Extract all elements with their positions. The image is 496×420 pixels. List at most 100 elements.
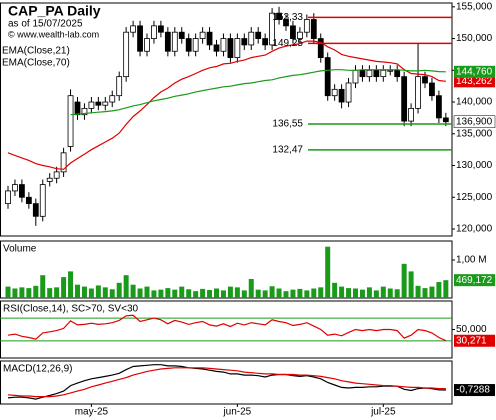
candle-body <box>310 19 317 39</box>
volume-bar <box>353 288 358 298</box>
value-tag <box>453 115 496 128</box>
volume-bar <box>95 285 101 298</box>
value-tag <box>454 274 495 287</box>
y-tick-label: 155,000 <box>456 1 493 12</box>
candle-body <box>290 25 296 39</box>
series-line <box>7 314 447 342</box>
volume-bar <box>61 277 67 298</box>
level-label: 153,33 <box>272 12 303 23</box>
candle-body <box>303 19 310 33</box>
candle-body <box>67 95 74 147</box>
candle-body <box>345 82 352 103</box>
volume-bar <box>408 271 414 298</box>
volume-bar <box>220 290 226 298</box>
volume-bar <box>144 286 150 298</box>
volume-bar <box>123 275 129 298</box>
volume-bar <box>429 286 435 298</box>
candle-body <box>269 12 276 46</box>
volume-bar <box>75 284 80 298</box>
candle-body <box>262 38 269 46</box>
candle-body <box>12 184 18 192</box>
volume-bar <box>186 289 192 298</box>
volume-bar <box>366 287 372 298</box>
y-tick-label: 1,00 M <box>456 255 487 266</box>
series-line <box>7 40 446 170</box>
value-tag-label: 30,271 <box>456 335 487 346</box>
candle-body <box>157 25 164 33</box>
candle-body <box>331 88 338 97</box>
series-line <box>70 69 446 116</box>
candle-body <box>206 31 213 46</box>
candle-body <box>95 101 102 106</box>
value-tag-label: -0,7288 <box>456 385 490 396</box>
volume-bar <box>33 285 39 298</box>
level-label: 132,47 <box>272 144 303 155</box>
volume-bar <box>116 282 122 298</box>
candle-body <box>435 95 442 119</box>
volume-bar <box>88 288 94 298</box>
volume-bar <box>339 286 345 298</box>
volume-bar <box>290 289 296 298</box>
candle-body <box>171 31 178 52</box>
value-tag-label: 143,262 <box>456 76 493 87</box>
y-tick-label: 140,000 <box>456 97 493 108</box>
candle-body <box>324 57 331 97</box>
candle-body <box>415 76 421 109</box>
volume-bar <box>26 288 32 298</box>
x-tick-label: jul-25 <box>370 407 396 418</box>
volume-bar <box>241 290 247 298</box>
volume-bar <box>165 288 171 298</box>
level-label: 136,55 <box>272 119 303 130</box>
candle-body <box>317 38 324 58</box>
value-tag <box>454 65 495 78</box>
volume-bar <box>401 263 407 298</box>
y-tick-label: 50,000 <box>456 324 487 335</box>
value-tag <box>454 75 495 88</box>
volume-bar <box>137 288 143 298</box>
candle-body <box>213 44 220 52</box>
candle-body <box>227 38 234 58</box>
volume-bar <box>311 288 317 298</box>
volume-bar <box>234 287 240 298</box>
y-tick-label: 150,000 <box>456 33 493 44</box>
volume-bar <box>415 285 421 298</box>
volume-bar <box>12 288 18 298</box>
volume-bar <box>193 291 199 298</box>
value-tag-label: 144,760 <box>456 66 493 77</box>
volume-bar <box>200 288 206 298</box>
value-tag-label: 136,900 <box>456 116 493 127</box>
candle-body <box>185 38 192 52</box>
volume-bar <box>68 271 74 298</box>
volume-bar <box>394 289 400 298</box>
volume-bar <box>130 284 136 298</box>
candle-body <box>164 31 171 52</box>
candle-body <box>387 69 394 72</box>
candle-body <box>248 31 255 46</box>
candle-body <box>60 152 67 173</box>
candle-body <box>137 25 143 52</box>
volume-bar <box>109 289 115 298</box>
candle-body <box>241 38 248 46</box>
candle-body <box>18 184 25 198</box>
value-tag-label: 469,172 <box>456 275 493 286</box>
candle-body <box>39 184 46 217</box>
volume-bar <box>248 279 254 298</box>
candle-body <box>366 69 373 78</box>
volume-bar <box>19 287 25 298</box>
volume-bar <box>102 287 108 298</box>
volume-bar <box>172 289 178 298</box>
volume-bar <box>207 290 213 298</box>
volume-bar <box>179 286 185 298</box>
candle-body <box>192 38 199 52</box>
x-tick-label: jun-25 <box>222 407 251 418</box>
candle-body <box>359 69 366 78</box>
candle-body <box>338 88 345 103</box>
candle-body <box>296 31 303 39</box>
volume-bar <box>373 290 379 298</box>
candle-body <box>88 101 95 109</box>
candle-body <box>255 31 262 39</box>
candle-body <box>116 76 123 97</box>
volume-bar <box>54 287 60 298</box>
volume-bar <box>269 286 275 298</box>
panel-title: Volume <box>3 244 37 255</box>
